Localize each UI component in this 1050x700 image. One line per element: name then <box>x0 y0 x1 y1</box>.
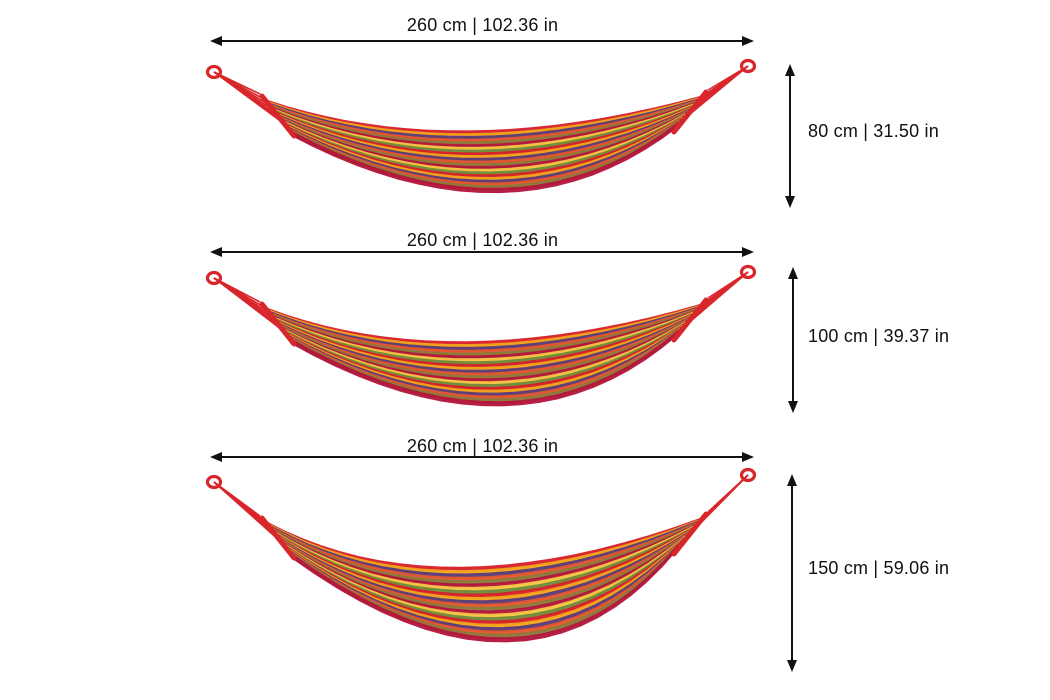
width-arrow <box>210 247 754 257</box>
height-dimension-label: 80 cm | 31.50 in <box>808 121 939 141</box>
fabric-stripe <box>270 98 698 142</box>
fabric-stripe <box>276 313 692 370</box>
fabric-stripe <box>269 305 699 350</box>
hammock-end-binding <box>671 89 709 135</box>
fabric-stripe <box>290 330 678 407</box>
width-dimension-label: 260 cm | 102.36 in <box>406 230 559 250</box>
hanging-ring-icon <box>739 58 757 74</box>
height-arrow <box>785 64 795 208</box>
hammock-end-binding <box>671 297 709 343</box>
fabric-stripe <box>271 307 697 355</box>
width-arrow <box>210 452 754 462</box>
hanging-ring-icon <box>205 64 223 80</box>
hammock-end-binding <box>259 301 297 347</box>
hammock-row-medium: 260 cm | 102.36 in 100 cm | 39.37 in <box>0 222 1050 442</box>
fabric-stripe <box>273 102 695 150</box>
fabric-stripe <box>276 527 692 599</box>
hammock-end-binding <box>259 515 297 561</box>
height-arrow <box>788 267 798 413</box>
fabric-stripe <box>290 122 678 194</box>
fabric-stripe <box>275 526 693 596</box>
fabric-stripe <box>277 529 691 603</box>
width-dimension-label: 260 cm | 102.36 in <box>406 15 559 35</box>
height-arrow <box>787 474 797 672</box>
fabric-stripe <box>268 96 700 136</box>
fabric-stripe <box>268 304 700 347</box>
height-dimension-label: 100 cm | 39.37 in <box>808 326 950 346</box>
fabric-stripe <box>274 311 694 364</box>
hanging-ring-icon <box>739 467 757 483</box>
hammock-small <box>205 58 757 194</box>
fabric-stripe <box>274 525 694 593</box>
hammock-large-graphic <box>205 452 797 672</box>
hammock-medium-graphic <box>205 247 798 413</box>
hammock-medium <box>205 264 757 407</box>
hanging-ring-icon <box>205 474 223 490</box>
width-dimension-label: 260 cm | 102.36 in <box>406 436 559 456</box>
hammock-row-small: 260 cm | 102.36 in 80 cm | 31.50 in <box>0 0 1050 222</box>
fabric-stripe <box>285 539 683 629</box>
fabric-stripe <box>275 104 693 155</box>
hammock-large <box>205 467 757 643</box>
hanging-ring-icon <box>739 264 757 280</box>
hammock-end-binding <box>671 511 709 557</box>
fabric-stripe <box>273 310 695 361</box>
fabric-stripe <box>269 97 699 139</box>
fabric-stripe <box>275 312 693 367</box>
fabric-stripe <box>271 99 697 144</box>
width-arrow <box>210 36 754 46</box>
hanging-ring-icon <box>205 270 223 286</box>
hammock-end-binding <box>259 93 297 139</box>
hammock-small-graphic <box>205 36 795 208</box>
hammock-row-large: 260 cm | 102.36 in 150 cm | 59.06 in <box>0 430 1050 700</box>
fabric-stripe <box>276 105 692 158</box>
fabric-stripe <box>274 103 694 153</box>
height-dimension-label: 150 cm | 59.06 in <box>808 558 950 578</box>
fabric-stripe <box>272 101 696 147</box>
fabric-stripe <box>270 306 698 353</box>
fabric-stripe <box>272 309 696 358</box>
